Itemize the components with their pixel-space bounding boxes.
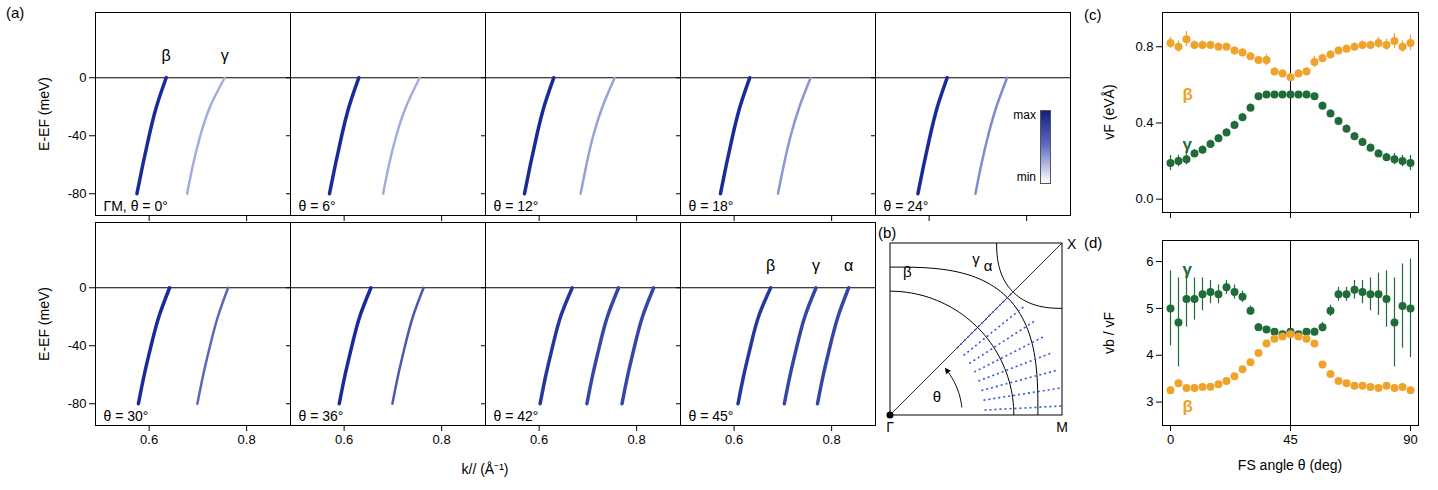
svg-text:θ = 36°: θ = 36°: [299, 408, 344, 424]
svg-text:β: β: [1183, 397, 1193, 416]
svg-text:X: X: [1067, 236, 1077, 252]
svg-text:0.8: 0.8: [1135, 39, 1153, 54]
svg-text:β: β: [766, 257, 775, 274]
svg-text:0.8: 0.8: [628, 432, 646, 447]
svg-text:θ = 42°: θ = 42°: [494, 408, 539, 424]
svg-text:45: 45: [1283, 432, 1297, 447]
html-text:vb / vF: vb / vF: [1101, 311, 1117, 354]
svg-text:0: 0: [1167, 432, 1174, 447]
svg-text:0.6: 0.6: [335, 432, 353, 447]
svg-text:γ: γ: [812, 257, 820, 274]
svg-text:0.6: 0.6: [140, 432, 158, 447]
html-text:E-EF (meV): E-EF (meV): [36, 76, 52, 151]
svg-text:γ: γ: [221, 47, 229, 64]
svg-text:0: 0: [79, 280, 86, 295]
svg-text:θ = 45°: θ = 45°: [689, 408, 734, 424]
svg-text:θ = 6°: θ = 6°: [299, 198, 336, 214]
svg-text:γ: γ: [1183, 260, 1193, 279]
html-text:max: max: [1013, 108, 1036, 122]
html-text:FS angle θ (deg): FS angle θ (deg): [1237, 457, 1343, 473]
svg-text:-80: -80: [68, 186, 87, 201]
svg-text:β: β: [162, 47, 171, 64]
svg-text:β: β: [1183, 85, 1193, 104]
svg-text:90: 90: [1403, 432, 1417, 447]
svg-text:0.8: 0.8: [823, 432, 841, 447]
svg-text:0.4: 0.4: [1135, 115, 1153, 130]
html-text:min: min: [1016, 170, 1036, 184]
html-text:vF (eVÅ): vF (eVÅ): [1101, 84, 1117, 140]
svg-text:0.8: 0.8: [433, 432, 451, 447]
svg-text:M: M: [1056, 419, 1068, 435]
svg-text:θ = 18°: θ = 18°: [689, 198, 734, 214]
svg-text:θ = 30°: θ = 30°: [104, 408, 149, 424]
svg-text:-40: -40: [68, 128, 87, 143]
html-text:E-EF (meV): E-EF (meV): [36, 286, 52, 361]
html-text:(c): (c): [1084, 6, 1102, 23]
svg-text:θ = 24°: θ = 24°: [884, 198, 929, 214]
svg-text:-80: -80: [68, 396, 87, 411]
svg-text:5: 5: [1146, 301, 1153, 316]
html-text:(b): (b): [878, 224, 897, 241]
svg-text:0.8: 0.8: [238, 432, 256, 447]
svg-text:0.6: 0.6: [725, 432, 743, 447]
svg-text:β: β: [903, 263, 912, 280]
svg-text:3: 3: [1146, 394, 1153, 409]
svg-text:θ: θ: [933, 388, 941, 405]
svg-text:α: α: [844, 257, 853, 274]
svg-text:0: 0: [79, 70, 86, 85]
html-text:k// (Å⁻¹): k// (Å⁻¹): [461, 461, 509, 477]
svg-text:α: α: [984, 257, 993, 274]
svg-text:γ: γ: [1183, 135, 1193, 154]
html-text:(d): (d): [1084, 234, 1103, 251]
svg-text:6: 6: [1146, 254, 1153, 269]
svg-text:4: 4: [1146, 347, 1153, 362]
svg-text:ΓM, θ = 0°: ΓM, θ = 0°: [104, 198, 168, 214]
html-text:(a): (a): [6, 4, 25, 21]
svg-text:-40: -40: [68, 338, 87, 353]
svg-text:γ: γ: [972, 250, 980, 267]
svg-text:Γ: Γ: [886, 419, 894, 435]
svg-text:0.6: 0.6: [530, 432, 548, 447]
svg-text:0.0: 0.0: [1135, 191, 1153, 206]
svg-text:θ = 12°: θ = 12°: [494, 198, 539, 214]
